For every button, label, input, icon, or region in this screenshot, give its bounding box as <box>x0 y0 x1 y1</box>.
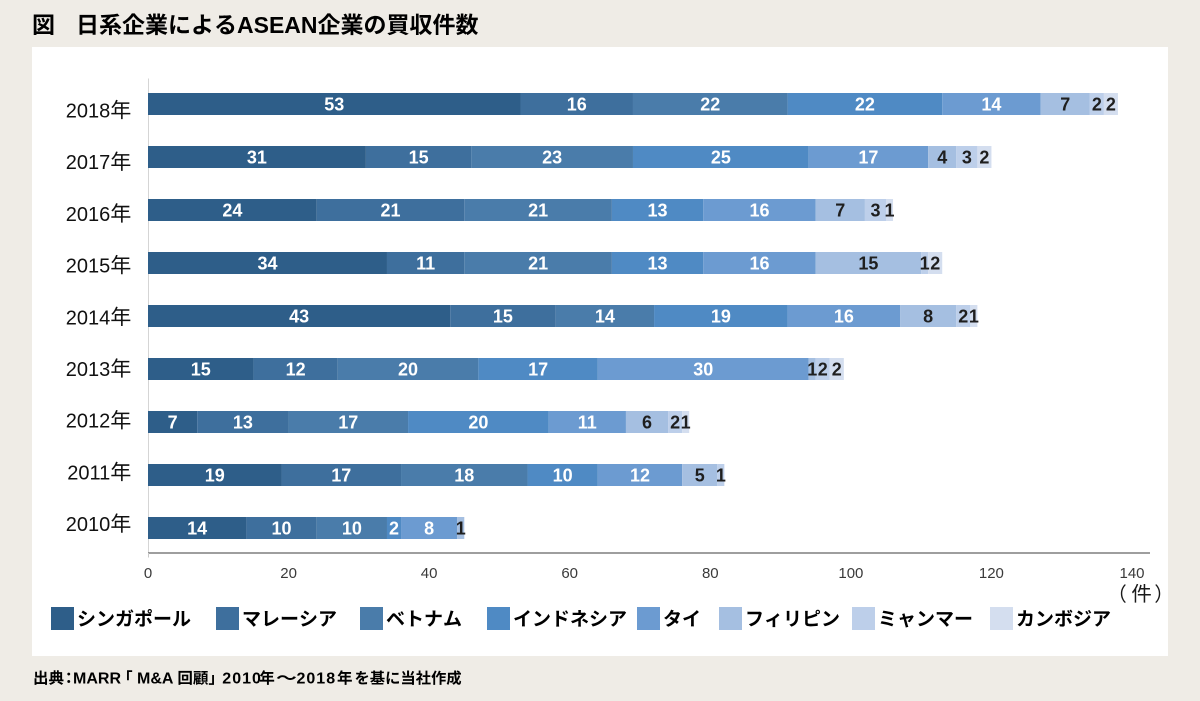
svg-text:2: 2 <box>930 254 940 274</box>
svg-text:8: 8 <box>923 307 933 327</box>
svg-text:2012: 2012 <box>66 411 111 433</box>
svg-text:20: 20 <box>280 565 297 582</box>
svg-text:17: 17 <box>338 413 358 433</box>
svg-text:1: 1 <box>969 307 979 327</box>
svg-text:15: 15 <box>858 254 878 274</box>
svg-text:2010: 2010 <box>66 514 111 536</box>
svg-text:7: 7 <box>1060 95 1070 115</box>
svg-text:14: 14 <box>595 307 615 327</box>
svg-text:10: 10 <box>553 466 573 486</box>
svg-text:2: 2 <box>1092 95 1102 115</box>
svg-text:12: 12 <box>286 360 306 380</box>
svg-text:2: 2 <box>389 519 399 539</box>
svg-text:16: 16 <box>567 95 587 115</box>
svg-text:2: 2 <box>979 148 989 168</box>
svg-text:21: 21 <box>380 201 400 221</box>
svg-text:53: 53 <box>324 95 344 115</box>
svg-text:140: 140 <box>1119 565 1144 582</box>
svg-text:2015: 2015 <box>66 256 111 278</box>
svg-text:7: 7 <box>168 413 178 433</box>
svg-text:15: 15 <box>493 307 513 327</box>
svg-text:1: 1 <box>920 254 930 274</box>
svg-text:34: 34 <box>257 254 277 274</box>
svg-text:20: 20 <box>398 360 418 380</box>
svg-text:2: 2 <box>1106 95 1116 115</box>
svg-text:2011: 2011 <box>67 462 110 484</box>
svg-text:7: 7 <box>835 201 845 221</box>
svg-text:3: 3 <box>962 148 972 168</box>
svg-text:120: 120 <box>979 565 1004 582</box>
svg-text:17: 17 <box>331 466 351 486</box>
svg-text:3: 3 <box>870 201 880 221</box>
svg-text:2: 2 <box>958 307 968 327</box>
svg-text:2: 2 <box>832 360 842 380</box>
svg-text:80: 80 <box>702 565 719 582</box>
svg-text:2016: 2016 <box>66 204 111 226</box>
svg-text:20: 20 <box>468 413 488 433</box>
svg-text:5: 5 <box>695 466 705 486</box>
svg-text:1: 1 <box>716 466 726 486</box>
svg-text:2018: 2018 <box>66 101 111 123</box>
svg-text:2010: 2010 <box>222 671 262 688</box>
svg-text:43: 43 <box>289 307 309 327</box>
svg-text:MARR: MARR <box>73 671 121 688</box>
svg-text:21: 21 <box>528 201 548 221</box>
svg-text:30: 30 <box>693 360 713 380</box>
svg-text:25: 25 <box>711 148 731 168</box>
svg-text:6: 6 <box>642 413 652 433</box>
svg-text:13: 13 <box>648 201 668 221</box>
svg-text:4: 4 <box>937 148 947 168</box>
svg-text:11: 11 <box>416 254 435 274</box>
svg-text:24: 24 <box>222 201 242 221</box>
svg-text:15: 15 <box>191 360 211 380</box>
svg-text:2013: 2013 <box>66 359 111 381</box>
svg-text:16: 16 <box>749 254 769 274</box>
svg-text:2: 2 <box>818 360 828 380</box>
svg-text:40: 40 <box>421 565 438 582</box>
svg-text:18: 18 <box>454 466 474 486</box>
svg-text:19: 19 <box>205 466 225 486</box>
svg-text:2: 2 <box>670 413 680 433</box>
svg-text:60: 60 <box>561 565 578 582</box>
svg-text:ASEAN: ASEAN <box>237 12 318 38</box>
svg-text:17: 17 <box>528 360 548 380</box>
svg-text:100: 100 <box>838 565 863 582</box>
svg-text:14: 14 <box>187 519 207 539</box>
svg-text:2014: 2014 <box>66 307 111 329</box>
svg-text:13: 13 <box>648 254 668 274</box>
svg-text:1: 1 <box>681 413 691 433</box>
svg-text:17: 17 <box>858 148 878 168</box>
svg-text:22: 22 <box>700 95 720 115</box>
svg-text:10: 10 <box>272 519 292 539</box>
svg-text:M&A: M&A <box>137 671 174 688</box>
svg-text:2018: 2018 <box>297 671 337 688</box>
svg-text:21: 21 <box>528 254 548 274</box>
svg-text:10: 10 <box>342 519 362 539</box>
svg-text:2017: 2017 <box>66 152 111 174</box>
svg-text:14: 14 <box>981 95 1001 115</box>
svg-text:31: 31 <box>247 148 267 168</box>
svg-text:16: 16 <box>834 307 854 327</box>
svg-text:12: 12 <box>630 466 650 486</box>
svg-text:1: 1 <box>885 201 895 221</box>
svg-text:0: 0 <box>144 565 152 582</box>
svg-text:1: 1 <box>807 360 817 380</box>
svg-text:13: 13 <box>233 413 253 433</box>
svg-text:8: 8 <box>424 519 434 539</box>
svg-text:23: 23 <box>542 148 562 168</box>
svg-text:15: 15 <box>409 148 429 168</box>
svg-text:22: 22 <box>855 95 875 115</box>
svg-text:11: 11 <box>578 413 597 433</box>
svg-text:19: 19 <box>711 307 731 327</box>
svg-text:16: 16 <box>749 201 769 221</box>
svg-text:1: 1 <box>456 519 466 539</box>
